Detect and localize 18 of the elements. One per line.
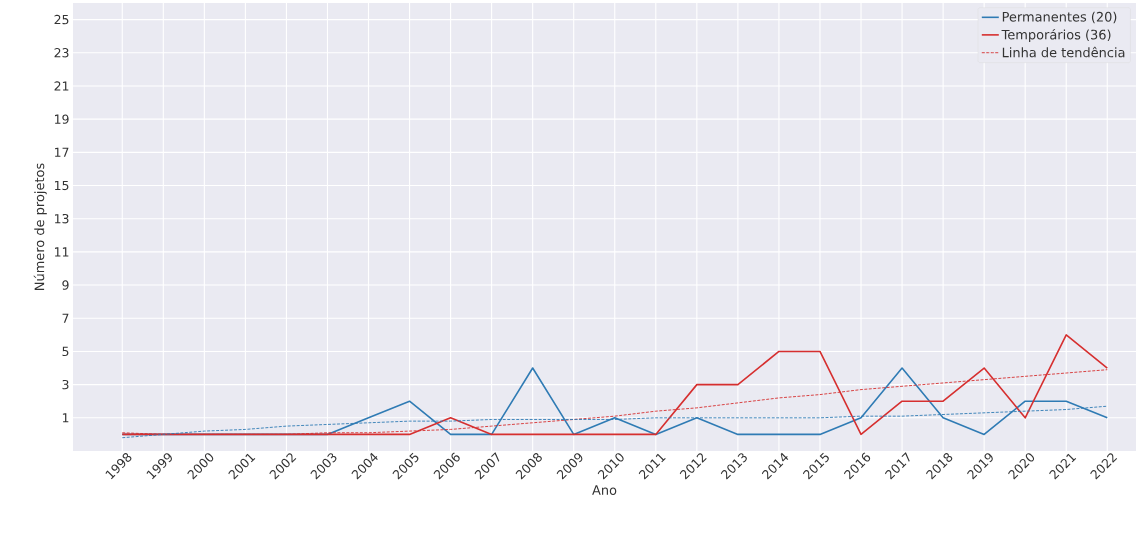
y-tick-label: 19 — [55, 114, 69, 124]
y-tick-label: 17 — [55, 147, 69, 157]
y-tick-label: 11 — [55, 247, 69, 257]
y-tick-label: 15 — [55, 180, 69, 191]
y-tick-label: 1 — [62, 413, 69, 423]
y-tick-label: 9 — [62, 280, 69, 290]
legend-label: Temporários (36) — [1001, 28, 1111, 42]
y-tick-label: 7 — [62, 313, 69, 323]
y-tick-label: 25 — [54, 14, 69, 25]
y-tick-label: 3 — [62, 379, 69, 390]
y-tick-label: 21 — [54, 81, 69, 91]
y-axis-title: Número de projetos — [33, 163, 47, 290]
y-tick-label: 23 — [54, 48, 69, 58]
y-tick-label: 13 — [55, 213, 69, 224]
x-axis-title: Ano — [592, 485, 617, 495]
legend-label: Linha de tendência — [1002, 46, 1125, 58]
legend-label: Permanentes (20) — [1002, 11, 1117, 24]
y-tick-label: 5 — [62, 346, 69, 357]
